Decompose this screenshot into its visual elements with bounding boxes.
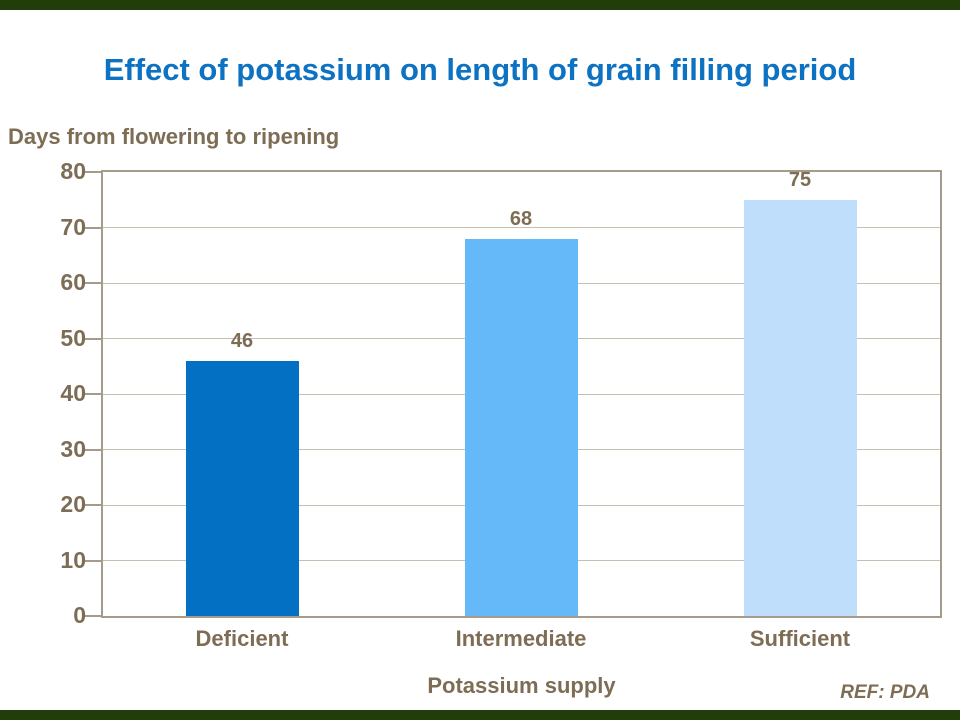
y-tick-label-70: 70 — [60, 213, 86, 240]
x-category-label-sufficient: Sufficient — [749, 626, 851, 651]
y-axis-title: Days from flowering to ripening — [8, 124, 340, 149]
bottom-edge-bar — [0, 710, 960, 720]
y-tick-label-20: 20 — [60, 491, 86, 517]
y-tick-mark-20 — [85, 504, 101, 506]
y-tick-mark-30 — [85, 448, 101, 451]
gridline-70 — [103, 227, 940, 228]
top-edge-bar — [0, 0, 960, 10]
y-tick-mark-70 — [85, 226, 101, 229]
x-category-label-deficient: Deficient — [195, 626, 289, 651]
bar-value-label-sufficient: 75 — [788, 168, 812, 191]
x-axis-title: Potassium supply — [427, 673, 616, 698]
y-tick-mark-40 — [85, 393, 101, 395]
bar-sufficient — [743, 199, 857, 616]
bar-value-label-intermediate: 68 — [509, 207, 533, 230]
x-category-label-intermediate: Intermediate — [455, 626, 587, 651]
bar-deficient — [185, 360, 299, 616]
bar-value-label-deficient: 46 — [230, 329, 254, 352]
y-tick-mark-50 — [85, 337, 101, 340]
y-tick-mark-10 — [85, 559, 101, 562]
chart-title: Effect of potassium on length of grain f… — [103, 52, 857, 87]
plot-area: 46 68 75 — [85, 168, 942, 618]
y-tick-mark-60 — [85, 282, 101, 284]
bar-intermediate — [464, 238, 578, 616]
y-tick-label-60: 60 — [60, 269, 86, 295]
y-tick-mark-80 — [85, 171, 101, 173]
y-tick-mark-0 — [85, 615, 101, 617]
y-tick-label-40: 40 — [60, 380, 86, 406]
y-tick-label-30: 30 — [60, 435, 86, 462]
y-tick-label-10: 10 — [60, 546, 86, 573]
y-tick-label-80: 80 — [60, 158, 86, 184]
reference-label: REF: PDA — [840, 682, 930, 703]
y-tick-label-50: 50 — [60, 324, 86, 351]
y-tick-label-0: 0 — [73, 602, 86, 628]
